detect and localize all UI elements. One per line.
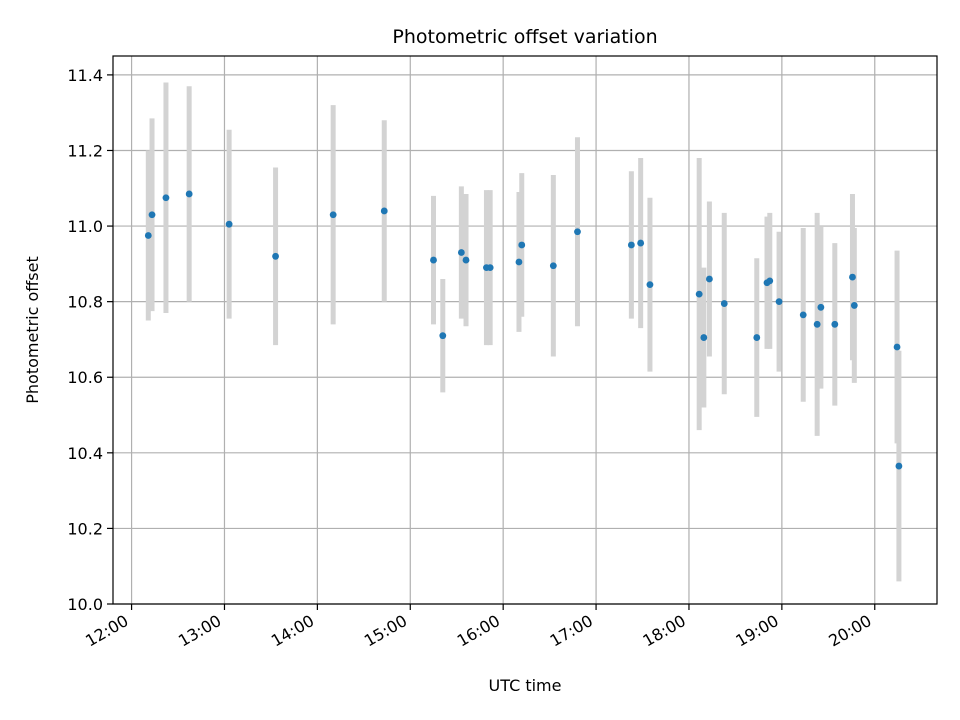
data-point — [849, 273, 856, 281]
data-point — [831, 320, 839, 328]
data-point — [462, 256, 470, 264]
y-axis-ticks: 10.0 10.2 10.4 10.6 10.8 11.0 11.2 11.4 — [67, 66, 113, 614]
y-tick-label: 10.6 — [67, 368, 103, 387]
data-point — [799, 311, 807, 319]
data-point — [646, 281, 654, 289]
data-point — [627, 241, 635, 249]
data-point — [850, 302, 858, 309]
data-point — [817, 303, 825, 311]
data-point — [380, 207, 388, 215]
data-point — [185, 190, 193, 198]
data-point — [775, 298, 783, 306]
data-point — [893, 343, 901, 351]
data-point — [574, 228, 581, 236]
data-point — [272, 252, 279, 260]
data-point — [457, 249, 465, 256]
data-point — [486, 264, 494, 272]
data-point — [813, 320, 821, 328]
y-tick-label: 10.2 — [67, 519, 103, 538]
data-point — [549, 262, 557, 270]
chart-title: Photometric offset variation — [392, 26, 657, 48]
data-point — [895, 462, 903, 470]
x-axis-label: UTC time — [489, 676, 562, 695]
plot-frame — [112, 55, 938, 605]
data-point — [518, 241, 526, 249]
y-axis-label: Photometric offset — [23, 256, 42, 404]
data-point — [515, 258, 523, 266]
data-point — [700, 334, 708, 341]
data-points — [144, 190, 903, 470]
data-point — [637, 239, 645, 247]
data-point — [720, 300, 728, 307]
y-tick-label: 11.0 — [67, 217, 103, 236]
data-point — [706, 275, 713, 283]
y-tick-label: 10.4 — [67, 444, 103, 463]
data-point — [695, 290, 703, 298]
data-point — [753, 334, 761, 341]
y-tick-label: 10.8 — [67, 293, 103, 312]
data-point — [225, 220, 233, 228]
data-point — [148, 211, 156, 219]
data-point — [430, 256, 437, 264]
data-point — [766, 277, 774, 285]
y-tick-label: 10.0 — [67, 595, 103, 614]
data-point — [329, 211, 337, 219]
data-point — [162, 194, 170, 202]
data-point — [439, 332, 447, 340]
y-tick-label: 11.2 — [67, 141, 103, 160]
y-tick-label: 11.4 — [67, 66, 103, 85]
data-point — [144, 232, 152, 239]
